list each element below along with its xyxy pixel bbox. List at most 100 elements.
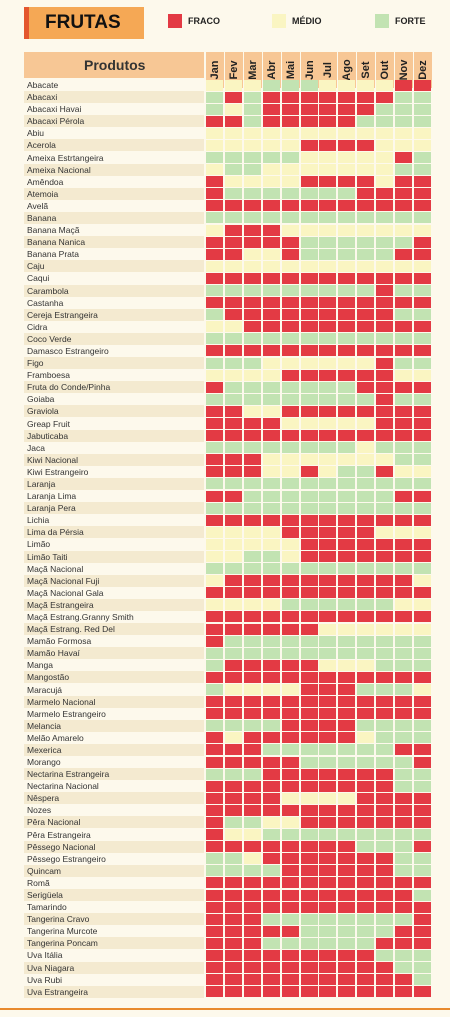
heatmap-cell bbox=[376, 877, 394, 889]
heatmap-cell bbox=[243, 152, 261, 164]
heatmap-cell bbox=[357, 889, 375, 901]
products-header-label: Produtos bbox=[84, 57, 146, 73]
heatmap-cell bbox=[262, 925, 280, 937]
month-header-abr: Abr bbox=[262, 52, 281, 88]
heatmap-cell bbox=[376, 720, 394, 732]
heatmap-cell bbox=[357, 297, 375, 309]
heatmap-cell bbox=[206, 393, 223, 405]
heatmap-cell bbox=[281, 309, 299, 321]
heatmap-cell bbox=[243, 490, 261, 502]
heatmap-cell bbox=[376, 248, 394, 260]
row-label: Maçã Estrangeira bbox=[24, 598, 204, 611]
heatmap-cell bbox=[357, 841, 375, 853]
heatmap-cell bbox=[395, 877, 412, 889]
heatmap-cell bbox=[206, 599, 223, 611]
heatmap-cell bbox=[281, 502, 299, 514]
heatmap-cell bbox=[281, 321, 299, 333]
heatmap-cell bbox=[395, 405, 412, 417]
heatmap-cell bbox=[395, 925, 412, 937]
heatmap-cell bbox=[338, 442, 356, 454]
heatmap-cell bbox=[338, 732, 356, 744]
heatmap-cell bbox=[376, 551, 394, 562]
heatmap-cell bbox=[262, 200, 280, 212]
heatmap-cell bbox=[224, 454, 242, 466]
heatmap-cell bbox=[224, 647, 242, 659]
heatmap-cell bbox=[224, 538, 242, 550]
heatmap-cell bbox=[206, 853, 223, 865]
month-header-mar: Mar bbox=[243, 52, 262, 88]
heatmap-cell bbox=[413, 309, 431, 321]
heatmap-cell bbox=[281, 720, 299, 732]
row-label: Banana Nanica bbox=[24, 236, 204, 249]
heatmap-cell bbox=[319, 901, 337, 913]
heatmap-cell bbox=[395, 442, 412, 454]
heatmap-cell bbox=[357, 272, 375, 284]
heatmap-cell bbox=[206, 551, 223, 562]
heatmap-cell bbox=[224, 575, 242, 587]
heatmap-cell bbox=[262, 333, 280, 345]
heatmap-cell bbox=[376, 684, 394, 695]
heatmap-cell bbox=[224, 937, 242, 949]
heatmap-cell bbox=[357, 309, 375, 321]
heatmap-cell bbox=[243, 381, 261, 393]
heatmap-cell bbox=[395, 188, 412, 200]
heatmap-cell bbox=[300, 466, 318, 478]
heatmap-cell bbox=[281, 490, 299, 502]
heatmap-cell bbox=[206, 563, 223, 575]
heatmap-cell bbox=[300, 780, 318, 792]
heatmap-cell bbox=[395, 272, 412, 284]
heatmap-cell bbox=[395, 430, 412, 442]
heatmap-cell bbox=[224, 115, 242, 127]
heatmap-cell bbox=[395, 212, 412, 224]
heatmap-cell bbox=[281, 756, 299, 768]
heatmap-cell bbox=[262, 563, 280, 575]
heatmap-cell bbox=[395, 720, 412, 732]
heatmap-cell bbox=[357, 937, 375, 949]
heatmap-cell bbox=[281, 925, 299, 937]
heatmap-cell bbox=[224, 466, 242, 478]
heatmap-cell bbox=[413, 502, 431, 514]
heatmap-cell bbox=[357, 611, 375, 623]
heatmap-cell bbox=[300, 127, 318, 139]
heatmap-cell bbox=[262, 502, 280, 514]
heatmap-cell bbox=[338, 260, 356, 272]
heatmap-cell bbox=[243, 297, 261, 309]
heatmap-cell bbox=[281, 514, 299, 526]
heatmap-cell bbox=[338, 816, 356, 828]
heatmap-cell bbox=[206, 684, 223, 695]
heatmap-cell bbox=[300, 490, 318, 502]
heatmap-cell bbox=[413, 720, 431, 732]
row-label: Morango bbox=[27, 757, 61, 768]
heatmap-cell bbox=[376, 405, 394, 417]
heatmap-cell bbox=[319, 623, 337, 635]
row-label: Tangerina Murcote bbox=[27, 926, 98, 937]
heatmap-cell bbox=[338, 659, 356, 671]
heatmap-cell bbox=[413, 804, 431, 816]
heatmap-cell bbox=[262, 526, 280, 538]
heatmap-cell bbox=[319, 538, 337, 550]
heatmap-cell bbox=[281, 575, 299, 587]
heatmap-cell bbox=[224, 587, 242, 599]
row-label: Jabuticaba bbox=[24, 429, 204, 442]
heatmap-cell bbox=[281, 974, 299, 986]
heatmap-cell bbox=[300, 804, 318, 816]
heatmap-cell bbox=[413, 756, 431, 768]
heatmap-cell bbox=[319, 659, 337, 671]
heatmap-cell bbox=[262, 297, 280, 309]
heatmap-cell bbox=[338, 744, 356, 756]
heatmap-cell bbox=[243, 756, 261, 768]
heatmap-cell bbox=[300, 297, 318, 309]
heatmap-cell bbox=[262, 538, 280, 550]
heatmap-cell bbox=[413, 152, 431, 164]
heatmap-cell bbox=[395, 454, 412, 466]
heatmap-cell bbox=[206, 696, 223, 708]
month-label: Out bbox=[379, 60, 392, 80]
heatmap-cell bbox=[300, 720, 318, 732]
heatmap-cell bbox=[243, 188, 261, 200]
heatmap-cell bbox=[262, 696, 280, 708]
heatmap-cell bbox=[206, 949, 223, 961]
heatmap-cell bbox=[281, 393, 299, 405]
heatmap-cell bbox=[281, 937, 299, 949]
heatmap-cell bbox=[281, 79, 299, 91]
heatmap-cell bbox=[206, 756, 223, 768]
